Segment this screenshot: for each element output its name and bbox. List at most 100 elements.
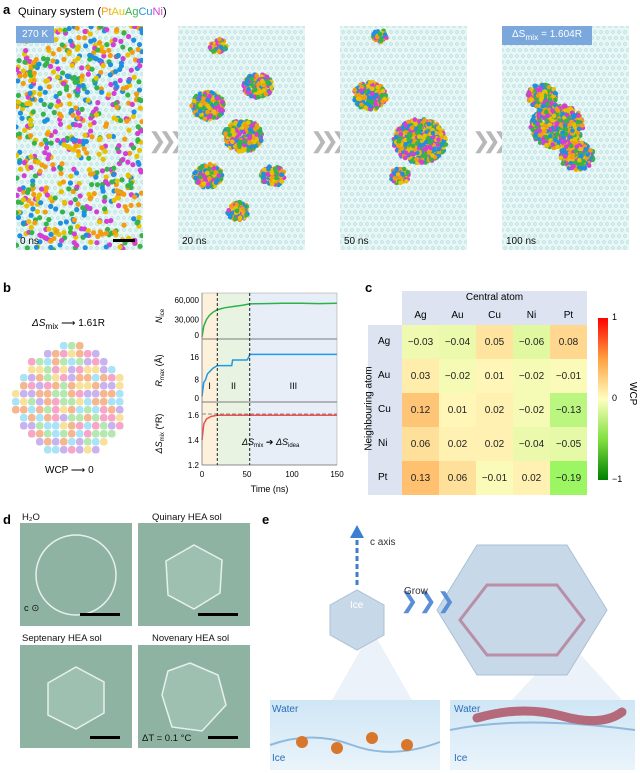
sphere-atom xyxy=(92,382,100,390)
sphere-atom xyxy=(44,406,52,414)
x-axis-label: Time (ns) xyxy=(251,484,289,494)
y-tick-label: 1.2 xyxy=(188,461,200,470)
sphere-atom xyxy=(44,398,52,406)
sphere-atom xyxy=(44,430,52,438)
sphere-atom xyxy=(84,414,92,422)
simulation-image xyxy=(502,26,629,250)
c-axis-label: c ⊙ xyxy=(24,603,39,614)
sphere-atom xyxy=(52,358,60,366)
sphere-atom xyxy=(76,366,84,374)
sphere-atom xyxy=(84,350,92,358)
y-tick-label: 60,000 xyxy=(175,296,200,305)
sphere-atom xyxy=(52,390,60,398)
sphere-atom xyxy=(52,398,60,406)
scale-bar xyxy=(198,613,238,616)
row-label: Au xyxy=(378,370,391,381)
region-I xyxy=(202,293,218,465)
grow-label: Grow xyxy=(404,586,428,597)
smix-symbol: ΔS xyxy=(32,318,46,329)
sphere-atom xyxy=(84,422,92,430)
wcp-label: WCP xyxy=(45,465,69,476)
sphere-atom xyxy=(68,358,76,366)
region-label: I xyxy=(208,381,211,391)
chevron-icon: ❯❯❯ xyxy=(472,128,511,153)
sphere-atom xyxy=(116,406,124,414)
heatmap-cell: −0.04 xyxy=(439,325,476,359)
simulation-image xyxy=(340,26,467,250)
sphere-atom xyxy=(84,366,92,374)
sphere-atom xyxy=(116,382,124,390)
heatmap-cell: 0.06 xyxy=(402,427,439,461)
element-list: PtAuAgCuNi xyxy=(101,6,163,18)
heatmap-cell: 0.13 xyxy=(402,461,439,495)
sphere-atom xyxy=(116,398,124,406)
sphere-atom xyxy=(100,358,108,366)
sphere-atom xyxy=(84,438,92,446)
row-label: Pt xyxy=(378,472,388,483)
column-label: Ni xyxy=(526,310,537,321)
panel-d-label: d xyxy=(3,512,11,527)
sphere-atom xyxy=(84,390,92,398)
heatmap-cell: −0.02 xyxy=(513,393,550,427)
column-label: Cu xyxy=(488,310,501,321)
nanoparticle-sphere xyxy=(12,342,124,454)
wcp-text: WCP ⟶ 0 xyxy=(45,465,94,476)
sphere-atom xyxy=(108,414,116,422)
heatmap-cell: −0.13 xyxy=(550,393,587,427)
sphere-atom xyxy=(20,406,28,414)
sphere-atom xyxy=(28,374,36,382)
sphere-atom xyxy=(92,390,100,398)
sphere-atom xyxy=(44,390,52,398)
sphere-atom xyxy=(52,422,60,430)
sphere-atom xyxy=(92,430,100,438)
sphere-atom xyxy=(68,422,76,430)
column-header-bg xyxy=(402,291,587,325)
panel-e-label: e xyxy=(262,512,270,527)
sphere-atom xyxy=(84,406,92,414)
smix-value: 1.61R xyxy=(78,318,105,329)
sphere-atom xyxy=(76,406,84,414)
heatmap-cell: −0.06 xyxy=(513,325,550,359)
sphere-atom xyxy=(100,430,108,438)
time-label: 0 ns xyxy=(20,236,39,247)
sphere-atom xyxy=(108,430,116,438)
sphere-atom xyxy=(76,422,84,430)
sphere-atom xyxy=(76,342,84,350)
colorbar-label: WCP xyxy=(627,382,638,406)
sphere-atom xyxy=(76,390,84,398)
sphere-atom xyxy=(92,358,100,366)
panel-c-label: c xyxy=(365,280,373,295)
sphere-atom xyxy=(44,350,52,358)
row-label: Ni xyxy=(378,438,388,449)
sphere-atom xyxy=(76,398,84,406)
entropy-symbol: ΔS xyxy=(512,29,526,40)
sphere-atom xyxy=(60,374,68,382)
sphere-atom xyxy=(84,430,92,438)
sphere-atom xyxy=(28,422,36,430)
out-of-plane-icon: ⊙ xyxy=(31,603,40,614)
sphere-atom xyxy=(76,430,84,438)
sphere-atom xyxy=(76,358,84,366)
sphere-atom xyxy=(100,366,108,374)
smix-text: ΔSmix ⟶ 1.61R xyxy=(32,318,105,331)
chevron-icon: ❯❯❯ xyxy=(310,128,349,153)
heatmap-cell: 0.12 xyxy=(402,393,439,427)
image-title: H₂O xyxy=(22,512,40,523)
sphere-atom xyxy=(92,366,100,374)
series-line xyxy=(201,302,338,338)
sphere-atom xyxy=(28,414,36,422)
column-title: Central atom xyxy=(465,292,524,303)
c-axis-label: c axis xyxy=(370,537,396,548)
sphere-atom xyxy=(100,438,108,446)
sphere-atom xyxy=(20,374,28,382)
y-tick-label: 1.4 xyxy=(188,436,200,445)
sphere-atom xyxy=(84,358,92,366)
time-label: 50 ns xyxy=(344,236,369,247)
sphere-atom xyxy=(76,350,84,358)
sphere-atom xyxy=(44,382,52,390)
sphere-atom xyxy=(76,382,84,390)
ice-label: Ice xyxy=(350,600,364,611)
x-tick-label: 150 xyxy=(330,470,344,479)
time-label: 20 ns xyxy=(182,236,207,247)
temperature-tag: 270 K xyxy=(16,26,55,43)
